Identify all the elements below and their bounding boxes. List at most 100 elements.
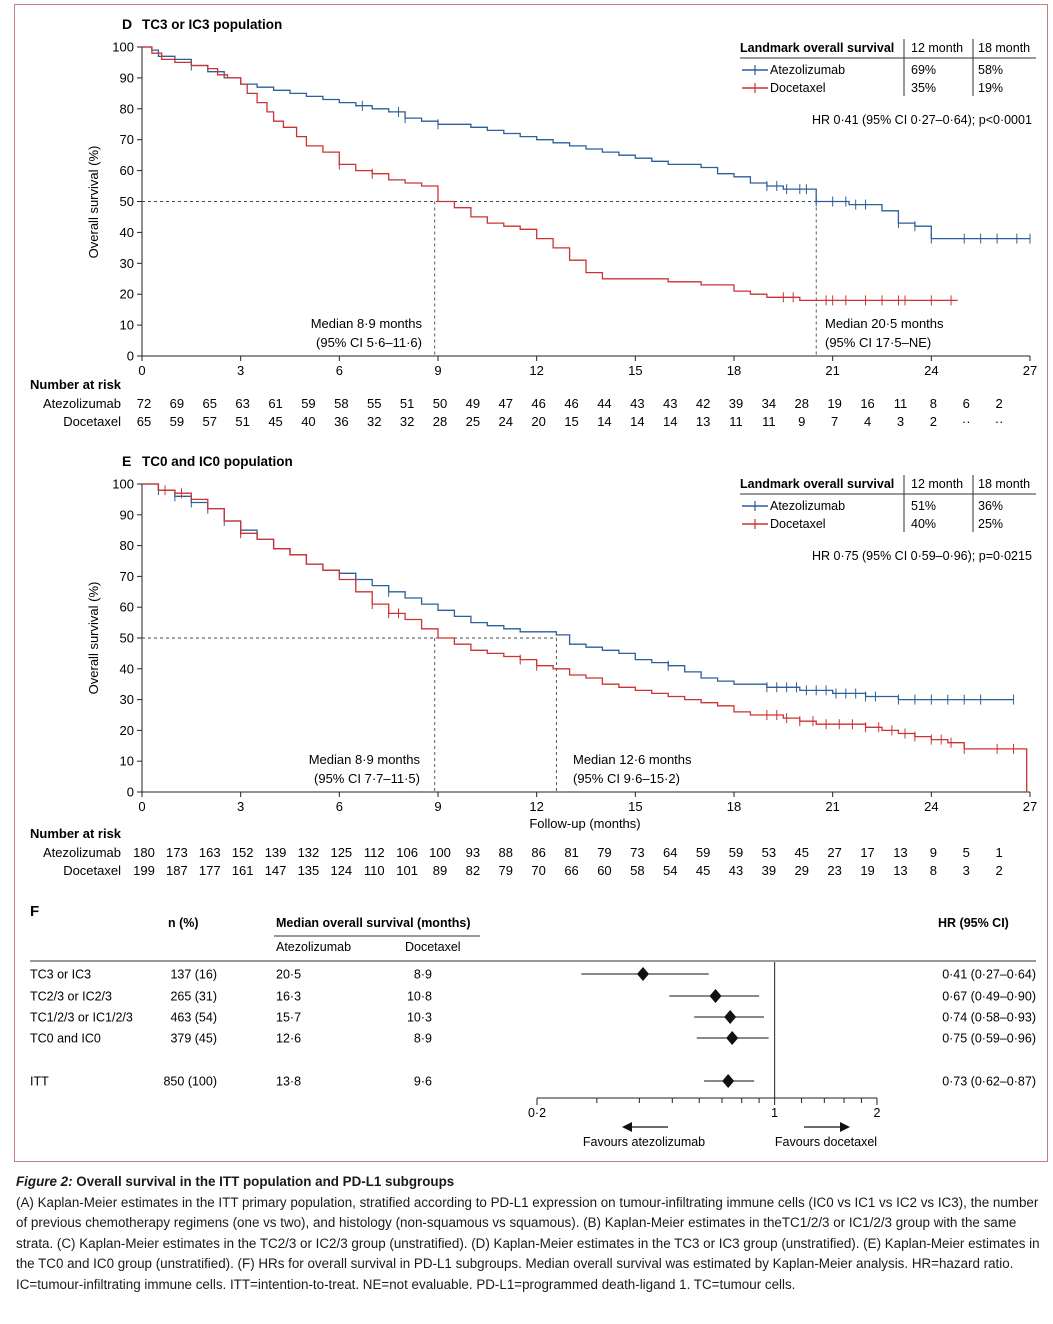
- forest-tick-label: 2: [874, 1106, 881, 1120]
- panel-d-legend-atezo-18: 58%: [978, 63, 1003, 77]
- risk-value-atezolizumab: 43: [630, 396, 644, 411]
- forest-row-label: TC2/3 or IC2/3: [30, 990, 112, 1004]
- x-tick-label: 12: [529, 363, 543, 378]
- y-tick-label: 100: [112, 40, 134, 55]
- risk-value-atezolizumab: 16: [860, 396, 874, 411]
- risk-value-docetaxel: 32: [400, 414, 414, 429]
- risk-value-atezolizumab: 50: [433, 396, 447, 411]
- risk-value-docetaxel: 3: [897, 414, 904, 429]
- risk-value-docetaxel: 24: [499, 414, 513, 429]
- panel-d-legend-col1: 12 month: [911, 41, 963, 55]
- y-tick-label: 30: [120, 692, 134, 707]
- risk-value-docetaxel: 45: [268, 414, 282, 429]
- y-tick-label: 0: [127, 349, 134, 364]
- panel-e-median2-line1: Median 12·6 months: [573, 752, 692, 767]
- y-tick-label: 10: [120, 318, 134, 333]
- risk-value-atezolizumab: 152: [232, 845, 254, 860]
- risk-value-atezolizumab: 2: [995, 396, 1002, 411]
- panel-e-letter: E: [122, 453, 131, 469]
- risk-value-atezolizumab: 5: [963, 845, 970, 860]
- y-tick-label: 80: [120, 538, 134, 553]
- risk-value-docetaxel: 82: [466, 863, 480, 878]
- risk-value-docetaxel: 89: [433, 863, 447, 878]
- x-tick-label: 18: [727, 363, 741, 378]
- forest-row-label: ITT: [30, 1075, 49, 1089]
- risk-value-docetaxel: 11: [762, 414, 776, 429]
- figure-svg: D TC3 or IC3 population Overall survival…: [30, 16, 1037, 1149]
- x-tick-label: 6: [336, 363, 343, 378]
- risk-value-docetaxel: 29: [795, 863, 809, 878]
- x-tick-label: 9: [434, 363, 441, 378]
- panel-f-favours-right: Favours docetaxel: [775, 1135, 877, 1149]
- panel-d-hr: HR 0·41 (95% CI 0·27–0·64); p<0·0001: [812, 113, 1032, 127]
- risk-value-atezolizumab: 59: [696, 845, 710, 860]
- favours-left-arrowhead: [622, 1122, 632, 1132]
- figure-frame: [14, 4, 1048, 1162]
- risk-value-docetaxel: ··: [995, 414, 1004, 429]
- x-tick-label: 21: [825, 799, 839, 814]
- risk-value-docetaxel: ··: [962, 414, 971, 429]
- panel-e-legend-doce-18: 25%: [978, 517, 1003, 531]
- y-tick-label: 90: [120, 507, 134, 522]
- risk-value-docetaxel: 199: [133, 863, 155, 878]
- risk-value-atezolizumab: 47: [499, 396, 513, 411]
- forest-row-n: 850 (100): [163, 1075, 217, 1089]
- risk-value-docetaxel: 58: [630, 863, 644, 878]
- risk-value-atezolizumab: 63: [235, 396, 249, 411]
- risk-value-docetaxel: 54: [663, 863, 677, 878]
- risk-value-docetaxel: 45: [696, 863, 710, 878]
- risk-value-atezolizumab: 58: [334, 396, 348, 411]
- risk-value-docetaxel: 28: [433, 414, 447, 429]
- x-tick-label: 0: [138, 363, 145, 378]
- panel-e-legend-atezo-18: 36%: [978, 499, 1003, 513]
- caption-label: Figure 2:: [16, 1174, 73, 1189]
- panel-d-letter: D: [122, 16, 132, 32]
- x-tick-label: 15: [628, 799, 642, 814]
- panel-d-legend-header: Landmark overall survival: [740, 41, 894, 55]
- risk-value-atezolizumab: 43: [663, 396, 677, 411]
- risk-value-docetaxel: 101: [396, 863, 418, 878]
- forest-row-doce-median: 8·9: [414, 1032, 432, 1046]
- x-tick-label: 12: [529, 799, 543, 814]
- x-tick-label: 27: [1023, 363, 1037, 378]
- panel-d-median1-line2: (95% CI 5·6–11·6): [316, 335, 422, 350]
- risk-value-atezolizumab: 93: [466, 845, 480, 860]
- panel-d-ylabel: Overall survival (%): [86, 146, 101, 259]
- atezolizumab-curve: [142, 46, 1030, 240]
- risk-value-atezolizumab: 55: [367, 396, 381, 411]
- panel-f-col-atezo: Atezolizumab: [276, 940, 351, 954]
- panel-e-legend-col1: 12 month: [911, 477, 963, 491]
- forest-hr-diamond: [636, 967, 649, 981]
- forest-row-n: 137 (16): [170, 968, 217, 982]
- risk-value-docetaxel: 19: [860, 863, 874, 878]
- forest-hr-diamond: [709, 989, 722, 1003]
- forest-row-hr-text: 0·73 (0·62–0·87): [942, 1075, 1036, 1089]
- forest-row-doce-median: 10·8: [407, 990, 432, 1004]
- x-tick-label: 0: [138, 799, 145, 814]
- y-tick-label: 40: [120, 225, 134, 240]
- risk-value-docetaxel: 8: [930, 863, 937, 878]
- forest-row-n: 463 (54): [170, 1011, 217, 1025]
- x-tick-label: 18: [727, 799, 741, 814]
- risk-value-docetaxel: 25: [466, 414, 480, 429]
- panel-d-median1-line1: Median 8·9 months: [311, 316, 423, 331]
- risk-value-atezolizumab: 61: [268, 396, 282, 411]
- risk-value-docetaxel: 177: [199, 863, 221, 878]
- panel-d-median2-line2: (95% CI 17·5–NE): [825, 335, 931, 350]
- risk-value-atezolizumab: 125: [330, 845, 352, 860]
- risk-value-docetaxel: 7: [831, 414, 838, 429]
- risk-value-atezolizumab: 88: [499, 845, 513, 860]
- panel-e-median1-line1: Median 8·9 months: [309, 752, 421, 767]
- panel-d-legend-name-doce: Docetaxel: [770, 81, 826, 95]
- panel-f-favours-left: Favours atezolizumab: [583, 1135, 705, 1149]
- y-tick-label: 20: [120, 287, 134, 302]
- y-tick-label: 70: [120, 569, 134, 584]
- x-tick-label: 3: [237, 799, 244, 814]
- forest-row-n: 379 (45): [170, 1032, 217, 1046]
- risk-value-docetaxel: 20: [531, 414, 545, 429]
- risk-value-atezolizumab: 49: [466, 396, 480, 411]
- y-tick-label: 60: [120, 163, 134, 178]
- panel-d-legend-doce-18: 19%: [978, 81, 1003, 95]
- forest-row-label: TC0 and IC0: [30, 1032, 101, 1046]
- x-tick-label: 24: [924, 363, 938, 378]
